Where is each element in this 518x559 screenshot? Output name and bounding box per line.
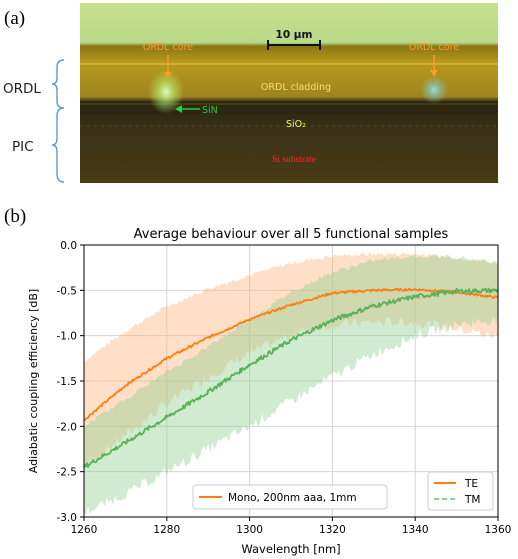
- y-tick-label: -2.5: [57, 467, 78, 479]
- scale-bar: [267, 40, 321, 50]
- point-te-1310: [290, 304, 292, 306]
- point-tm-1280: [166, 416, 168, 419]
- legend-note-text: Mono, 200nm aaa, 1mm: [228, 492, 357, 504]
- x-tick-label: 1360: [485, 524, 512, 536]
- point-tm-1310: [290, 339, 292, 342]
- ordl-core-right-glow: [420, 76, 448, 104]
- y-axis-label: Adiabatic coupling efficiency [dB]: [27, 289, 40, 473]
- point-tm-1300: [248, 363, 251, 366]
- x-tick-label: 1340: [402, 524, 429, 536]
- micrograph-texture: [80, 63, 498, 141]
- legend-tm-label: TM: [464, 494, 480, 506]
- x-tick-label: 1280: [153, 524, 180, 536]
- legend-series-box: TE TM: [427, 471, 494, 511]
- series-lines: [84, 287, 498, 469]
- point-tm-1290: [207, 391, 209, 393]
- panel-b-label: (b): [4, 206, 26, 227]
- band-tm: [84, 254, 498, 515]
- pic-bracket: [51, 107, 65, 183]
- sin-label: SiN: [202, 105, 218, 116]
- x-tick-label: 1300: [236, 524, 263, 536]
- y-ticks: 0.0 -0.5 -1.0 -1.5 -2.0 -2.5 -3.0: [57, 240, 84, 524]
- pic-side-label: PIC: [12, 139, 34, 155]
- point-tm-1270: [124, 441, 127, 444]
- ordl-bracket: [51, 59, 65, 109]
- y-tick-label: -1.0: [57, 331, 78, 343]
- ordl-core-left-glow: [148, 70, 184, 114]
- sio2-label: SiO₂: [286, 119, 306, 130]
- point-te-1280: [166, 357, 168, 360]
- y-tick-label: -3.0: [57, 512, 78, 524]
- band-te: [84, 252, 498, 469]
- core-arrowhead-left: [164, 72, 172, 79]
- x-ticks: 1260 1280 1300 1320 1340 1360: [71, 517, 512, 536]
- legend-note-box: Mono, 200nm aaa, 1mm: [192, 484, 388, 510]
- panel-a-label: (a): [4, 8, 25, 29]
- x-axis-label: Wavelength [nm]: [241, 542, 340, 556]
- y-tick-label: 0.0: [60, 240, 77, 252]
- y-tick-label: -1.5: [57, 376, 78, 388]
- y-tick-label: -0.5: [57, 285, 78, 297]
- substrate-label: Si substrate: [272, 155, 316, 165]
- point-te-1330: [373, 289, 375, 292]
- point-tm-1340: [414, 295, 417, 298]
- core-arrowhead-right: [430, 70, 438, 77]
- core-label-right: ORDL core: [409, 42, 459, 53]
- legend-te-label: TE: [464, 478, 478, 490]
- point-tm-1320: [331, 319, 334, 322]
- point-te-1290: [207, 336, 209, 339]
- confidence-bands: [84, 252, 498, 515]
- sin-arrowhead: [175, 105, 182, 113]
- point-te-1340: [414, 288, 417, 291]
- point-tm-1330: [373, 304, 375, 307]
- point-tm-1350: [455, 290, 458, 293]
- scale-bar-label: 10 µm: [276, 29, 313, 41]
- y-tick-label: -2.0: [57, 421, 78, 433]
- point-te-1320: [331, 292, 334, 294]
- chart-title: Average behaviour over all 5 functional …: [134, 227, 449, 242]
- ordl-side-label: ORDL: [3, 81, 41, 97]
- point-te-1270: [124, 384, 127, 387]
- x-tick-label: 1260: [71, 524, 98, 536]
- x-tick-label: 1320: [319, 524, 346, 536]
- point-te-1300: [248, 318, 251, 321]
- core-label-left: ORDL core: [143, 42, 193, 53]
- cladding-label: ORDL cladding: [261, 82, 331, 93]
